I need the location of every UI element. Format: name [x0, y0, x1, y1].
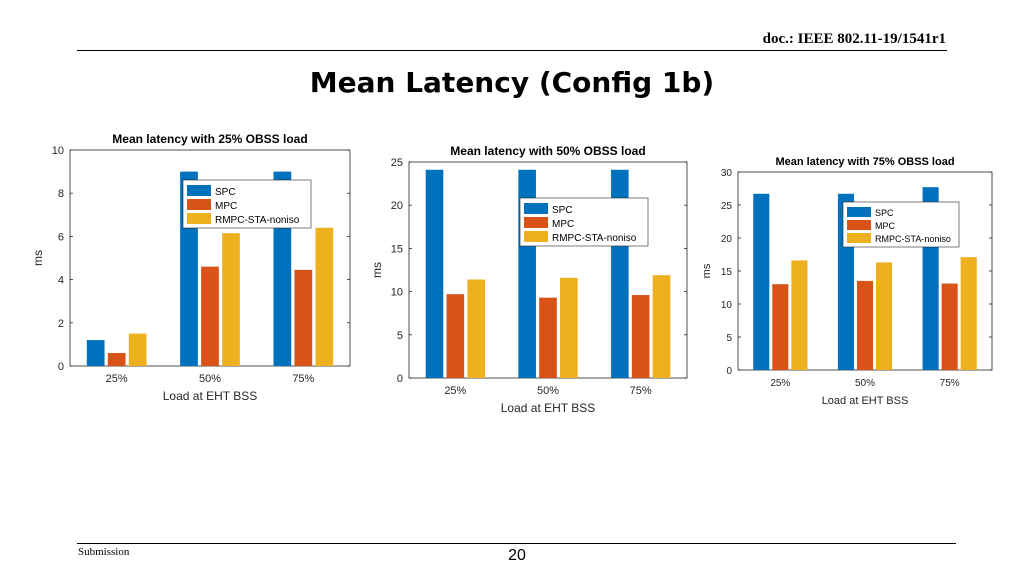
legend-swatch-rmpc-sta-noniso [524, 231, 548, 242]
slide-title: Mean Latency (Config 1b) [309, 66, 715, 99]
legend-swatch-rmpc-sta-noniso [847, 233, 871, 243]
y-tick-label: 4 [58, 275, 64, 287]
y-axis-label: ms [370, 262, 384, 278]
legend-swatch-spc [524, 203, 548, 214]
bar-mpc-3 [631, 295, 650, 378]
x-axis-label: Load at EHT BSS [822, 395, 909, 407]
legend-label: SPC [552, 205, 573, 216]
bar-mpc-1 [772, 284, 789, 370]
bar-rmpc-sta-noniso-3 [960, 257, 977, 370]
y-tick-label: 6 [58, 231, 64, 243]
bar-rmpc-sta-noniso-3 [315, 227, 334, 366]
legend-swatch-spc [847, 207, 871, 217]
bar-spc-1 [753, 193, 770, 370]
legend-label: SPC [875, 208, 894, 218]
y-tick-label: 20 [721, 234, 733, 245]
bar-mpc-2 [201, 266, 219, 366]
y-tick-label: 0 [397, 373, 403, 385]
bar-rmpc-sta-noniso-1 [467, 279, 485, 378]
x-tick-label: 75% [292, 373, 314, 385]
x-tick-label: 50% [537, 385, 559, 397]
bar-rmpc-sta-noniso-3 [652, 275, 671, 378]
chart-title: Mean latency with 50% OBSS load [450, 144, 645, 158]
y-tick-label: 20 [391, 200, 403, 212]
y-tick-label: 5 [726, 333, 732, 344]
legend-label: MPC [552, 219, 574, 230]
y-tick-label: 10 [52, 145, 64, 157]
chart-75-obss: 0 5 10 15 20 25 30 25% 50% 75% Mean latency with 7… [701, 156, 993, 407]
x-axis-label: Load at EHT BSS [501, 401, 596, 415]
x-tick-label: 75% [940, 378, 960, 389]
x-tick-label: 50% [199, 373, 221, 385]
y-tick-label: 15 [391, 243, 403, 255]
y-axis-label: ms [31, 250, 45, 266]
chart-25-obss: 0 2 4 6 8 10 25% 50% 75% Mean latency with 25% OB… [31, 132, 351, 403]
x-tick-label: 75% [630, 385, 652, 397]
bar-mpc-1 [107, 353, 126, 366]
bar-rmpc-sta-noniso-2 [560, 277, 578, 378]
legend-swatch-mpc [187, 199, 211, 210]
page-number: 20 [508, 547, 526, 564]
y-tick-label: 10 [391, 287, 403, 299]
y-tick-label: 25 [391, 157, 403, 169]
x-tick-label: 50% [855, 378, 875, 389]
bar-mpc-3 [294, 269, 313, 366]
y-tick-label: 25 [721, 201, 733, 212]
bar-mpc-2 [856, 280, 874, 370]
x-tick-label: 25% [106, 373, 128, 385]
y-tick-label: 30 [721, 168, 733, 179]
legend-label: RMPC-STA-noniso [875, 234, 951, 244]
x-axis-label: Load at EHT BSS [163, 389, 258, 403]
bar-mpc-1 [446, 294, 465, 378]
bar-rmpc-sta-noniso-2 [222, 233, 240, 366]
bar-spc-1 [425, 169, 444, 378]
legend-swatch-rmpc-sta-noniso [187, 213, 211, 224]
legend-label: MPC [875, 221, 896, 231]
y-tick-label: 10 [721, 300, 733, 311]
footer-submission: Submission [78, 546, 130, 558]
x-tick-label: 25% [444, 385, 466, 397]
legend-swatch-spc [187, 185, 211, 196]
y-tick-label: 2 [58, 318, 64, 330]
bar-rmpc-sta-noniso-1 [128, 333, 147, 366]
header-rule [77, 50, 947, 51]
y-tick-label: 0 [58, 361, 64, 373]
chart-title: Mean latency with 75% OBSS load [775, 156, 954, 168]
footer-rule [77, 543, 956, 544]
bar-rmpc-sta-noniso-2 [876, 262, 893, 370]
legend-label: SPC [215, 187, 236, 198]
doc-reference: doc.: IEEE 802.11-19/1541r1 [762, 31, 946, 47]
y-tick-label: 5 [397, 330, 403, 342]
y-axis-label: ms [701, 263, 713, 278]
y-tick-label: 0 [726, 366, 732, 377]
legend-label: RMPC-STA-noniso [215, 215, 300, 226]
bar-mpc-2 [539, 297, 557, 378]
chart-title: Mean latency with 25% OBSS load [112, 132, 307, 146]
bar-spc-1 [86, 340, 105, 366]
legend-label: MPC [215, 201, 237, 212]
bar-mpc-3 [941, 283, 958, 370]
legend-swatch-mpc [847, 220, 871, 230]
y-tick-label: 8 [58, 188, 64, 200]
bar-rmpc-sta-noniso-1 [791, 260, 808, 370]
chart-50-obss: 0 5 10 15 20 25 25% 50% 75% Mean latency with 50%… [370, 144, 688, 415]
legend-swatch-mpc [524, 217, 548, 228]
legend-label: RMPC-STA-noniso [552, 233, 637, 244]
x-tick-label: 25% [770, 378, 790, 389]
y-tick-label: 15 [721, 267, 733, 278]
